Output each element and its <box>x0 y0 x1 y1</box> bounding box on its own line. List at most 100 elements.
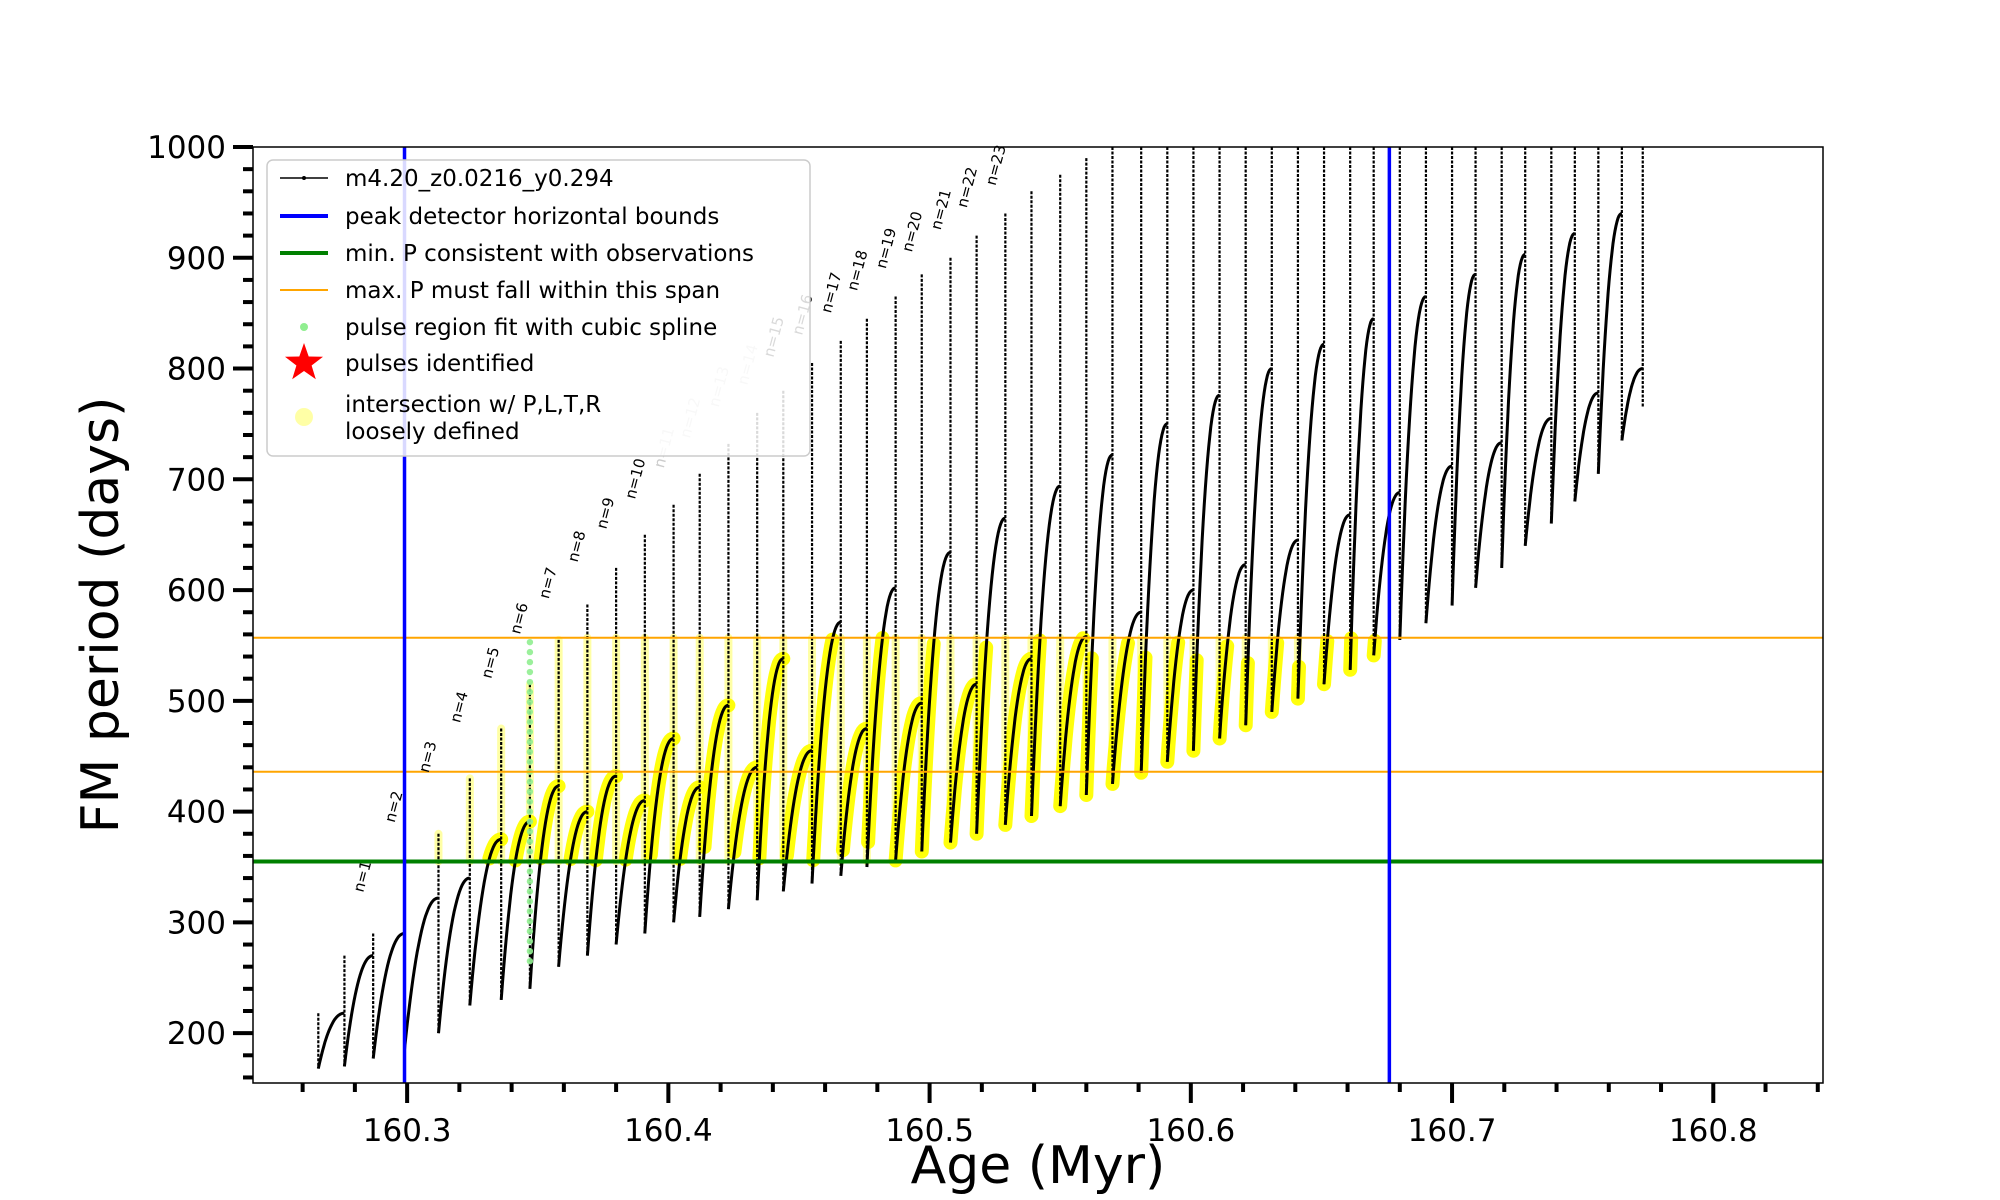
track-segment <box>672 785 701 923</box>
axes: 160.3 160.4 160.5 160.6 160.7 160.8 200 300 400 5… <box>147 130 1820 1149</box>
spline-point <box>526 957 534 965</box>
track-segment <box>403 896 439 1050</box>
spline-point <box>526 918 534 925</box>
pulse-label: n=22 <box>953 165 981 209</box>
legend-label-intersection: loosely defined <box>345 419 520 445</box>
spline-point <box>526 778 534 785</box>
track-segment <box>528 784 559 989</box>
track-segment <box>1296 342 1325 699</box>
track-segment <box>1030 484 1061 817</box>
spline-point <box>526 898 534 905</box>
track-segment <box>1523 416 1552 546</box>
pulse-label: n=10 <box>621 456 649 500</box>
track-segment <box>920 550 951 852</box>
track-segment <box>1398 295 1427 640</box>
legend-label-min_p: min. P consistent with observations <box>345 241 754 267</box>
pulse-label: n=18 <box>843 248 871 292</box>
spline-point <box>526 838 534 845</box>
track-segment <box>949 682 977 843</box>
track-segment <box>316 1011 345 1069</box>
pulse-label: n=9 <box>593 496 619 531</box>
track-segment <box>865 586 896 868</box>
track-segment <box>1322 513 1351 685</box>
spline-point <box>526 668 534 676</box>
reference-lines <box>253 147 1823 1083</box>
track-segment <box>1003 657 1032 826</box>
track-segment <box>1549 231 1576 524</box>
pulse-label: n=3 <box>415 739 441 774</box>
track-segment <box>894 701 923 861</box>
track-segment <box>781 749 813 892</box>
spline-point <box>526 638 534 646</box>
spline-point <box>526 908 534 915</box>
pulse-label: n=20 <box>898 209 926 253</box>
track-segment <box>1270 538 1299 713</box>
spline-point <box>526 678 534 686</box>
spline-point <box>526 848 534 855</box>
spline-point <box>526 928 534 935</box>
y-tick-label: 200 <box>167 1016 226 1052</box>
pulse-label: n=1 <box>350 859 376 894</box>
track-segment <box>371 932 405 1059</box>
spline-point <box>526 718 534 726</box>
spline-point <box>526 878 534 885</box>
legend-handle-intersection <box>295 408 313 426</box>
legend-label-track: m4.20_z0.0216_y0.294 <box>345 166 614 192</box>
x-tick-label: 160.3 <box>363 1113 452 1149</box>
pulse-label: n=17 <box>817 270 845 314</box>
spline-point <box>526 818 534 825</box>
pulse-label: n=23 <box>982 143 1010 187</box>
spline-point <box>526 688 534 696</box>
pulse-label: n=7 <box>535 565 561 600</box>
track-segment <box>1450 272 1477 606</box>
track-segment <box>643 737 674 934</box>
track-segment <box>1474 441 1503 589</box>
pulse-label: n=8 <box>564 529 590 564</box>
y-tick-label: 400 <box>167 795 226 831</box>
x-axis-label: Age (Myr) <box>911 1136 1166 1196</box>
data-layer <box>316 147 1644 1069</box>
track-segment <box>468 837 502 1006</box>
legend-handle-pulses-star <box>285 343 323 380</box>
track-segment <box>1084 453 1114 796</box>
pulse-label: n=2 <box>381 789 407 824</box>
spline-point <box>526 947 534 955</box>
spline-point <box>526 648 534 656</box>
x-tick-label: 160.5 <box>885 1113 974 1149</box>
track-segment <box>1424 464 1453 624</box>
track-segment <box>1244 367 1273 726</box>
track-segment <box>1596 212 1623 474</box>
spline-point <box>526 798 534 805</box>
legend-box <box>266 159 811 457</box>
legend-label-pulses: pulses identified <box>345 351 534 377</box>
x-tick-label: 160.7 <box>1408 1113 1497 1149</box>
legend-label-spline: pulse region fit with cubic spline <box>345 315 717 341</box>
track-segment <box>437 876 470 1034</box>
y-tick-label: 800 <box>167 352 226 388</box>
x-tick-label: 160.4 <box>624 1113 713 1149</box>
track-segment <box>1620 367 1644 441</box>
track-segment <box>810 620 842 884</box>
spline-point <box>526 788 534 795</box>
track-segment <box>1139 422 1168 773</box>
legend-handle-track-marker <box>302 176 306 180</box>
y-tick-label: 600 <box>167 573 226 609</box>
legend-label-intersection: intersection w/ P,L,T,R <box>345 392 601 418</box>
track-segment <box>1372 491 1401 656</box>
y-axis-label: FM period (days) <box>71 397 131 834</box>
spline-point <box>526 828 534 835</box>
spline-point <box>526 708 534 716</box>
spline-point <box>526 938 534 945</box>
pulse-label: n=19 <box>872 226 900 270</box>
spline-point <box>526 868 534 875</box>
spline-point <box>526 738 534 746</box>
y-tick-label: 500 <box>167 684 226 720</box>
track-segment <box>1500 252 1526 568</box>
plot-frame <box>252 146 1824 1084</box>
track-segment <box>755 657 784 901</box>
y-tick-label: 300 <box>167 905 226 941</box>
track-segment <box>585 774 617 956</box>
pulse-label: n=5 <box>478 645 504 680</box>
